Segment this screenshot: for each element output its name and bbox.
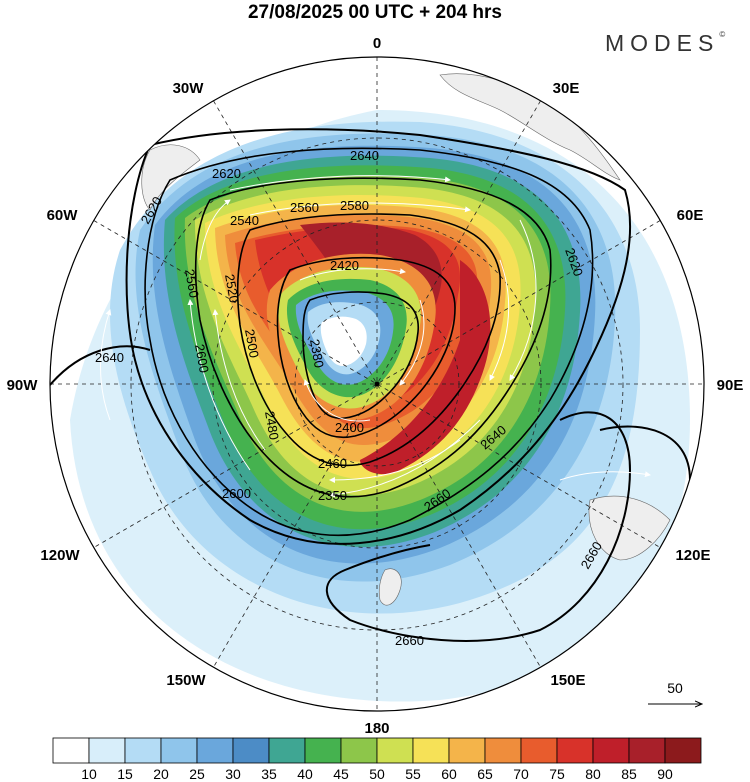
colorbar-swatch <box>664 737 702 764</box>
colorbar-tick-label: 10 <box>81 766 97 782</box>
colorbar-swatch <box>88 737 126 764</box>
contour-label: 2560 <box>182 268 202 299</box>
contour-label: 2640 <box>95 350 124 365</box>
colorbar-tick-label: 75 <box>549 766 565 782</box>
colorbar-swatch <box>232 737 270 764</box>
contour-label: 2480 <box>262 410 282 441</box>
colorbar-swatch <box>484 737 522 764</box>
colorbar-tick-label: 45 <box>333 766 349 782</box>
contour-label: 2460 <box>318 456 347 471</box>
reference-vector-label: 50 <box>667 680 683 696</box>
colorbar-swatch <box>556 737 594 764</box>
contour-label: 2400 <box>335 420 364 435</box>
colorbar-swatch <box>196 737 234 764</box>
colorbar-swatch <box>628 737 666 764</box>
colorbar-swatch <box>160 737 198 764</box>
lon-label-0: 0 <box>373 35 381 52</box>
contour-label: 2560 <box>290 200 319 215</box>
contour-label: 2580 <box>340 198 369 213</box>
colorbar-swatch <box>304 737 342 764</box>
colorbar-tick-label: 15 <box>117 766 133 782</box>
lon-label-120e: 120E <box>675 547 710 564</box>
colorbar-swatch <box>268 737 306 764</box>
colorbar-tick-label: 50 <box>369 766 385 782</box>
colorbar-swatch <box>376 737 414 764</box>
contour-label: 2540 <box>230 213 259 228</box>
colorbar-tick-label: 60 <box>441 766 457 782</box>
contour-label: 2420 <box>330 258 359 273</box>
colorbar-swatch <box>520 737 558 764</box>
colorbar-tick-label: 65 <box>477 766 493 782</box>
colorbar-swatch <box>448 737 486 764</box>
height-contours <box>50 128 691 642</box>
lon-label-180: 180 <box>364 720 389 737</box>
colorbar: 10 15 20 25 30 35 40 45 50 55 60 65 70 75 80 85 90 <box>52 737 702 782</box>
colorbar-tick-label: 90 <box>657 766 673 782</box>
lon-label-60e: 60E <box>677 207 704 224</box>
colorbar-tick-label: 70 <box>513 766 529 782</box>
lon-label-150e: 150E <box>550 672 585 689</box>
colorbar-tick-label: 25 <box>189 766 205 782</box>
colorbar-swatch <box>412 737 450 764</box>
contour-label: 2640 <box>350 148 379 163</box>
contour-label: 2500 <box>242 328 262 359</box>
colorbar-tick-label: 80 <box>585 766 601 782</box>
contour-label: 2350 <box>318 488 347 503</box>
contour-label: 2660 <box>395 633 424 648</box>
colorbar-swatch <box>52 737 90 764</box>
pole-marker <box>374 381 380 387</box>
colorbar-swatch <box>592 737 630 764</box>
contour-label: 2600 <box>222 486 251 501</box>
lon-label-90w: 90W <box>7 377 39 394</box>
reference-vector: 50 <box>648 680 702 704</box>
colorbar-swatch <box>340 737 378 764</box>
brand-logo: MODES© <box>605 30 725 57</box>
contour-label: 2520 <box>222 273 242 304</box>
longitude-labels: 0 30E 60E 90E 120E 150E 180 150W 120W 90… <box>7 35 744 737</box>
colorbar-tick-label: 30 <box>225 766 241 782</box>
colorbar-tick-label: 55 <box>405 766 421 782</box>
lon-label-90e: 90E <box>717 377 744 394</box>
colorbar-tick-label: 40 <box>297 766 313 782</box>
wind-vectors <box>100 175 651 498</box>
lon-label-150w: 150W <box>166 672 206 689</box>
lon-label-30e: 30E <box>553 80 580 97</box>
map-border <box>49 56 705 712</box>
lon-label-30w: 30W <box>173 80 205 97</box>
colorbar-tick-label: 85 <box>621 766 637 782</box>
lon-label-120w: 120W <box>40 547 80 564</box>
brand-text: MODES <box>605 30 720 56</box>
contour-label: 2600 <box>192 343 212 374</box>
lon-label-60w: 60W <box>47 207 79 224</box>
colorbar-tick-label: 20 <box>153 766 169 782</box>
colorbar-swatch <box>124 737 162 764</box>
map-title: 27/08/2025 00 UTC + 204 hrs <box>247 2 503 23</box>
colorbar-tick-label: 35 <box>261 766 277 782</box>
brand-mark: © <box>719 30 726 39</box>
contour-label: 2620 <box>212 166 241 181</box>
contour-label: 2380 <box>307 338 327 369</box>
